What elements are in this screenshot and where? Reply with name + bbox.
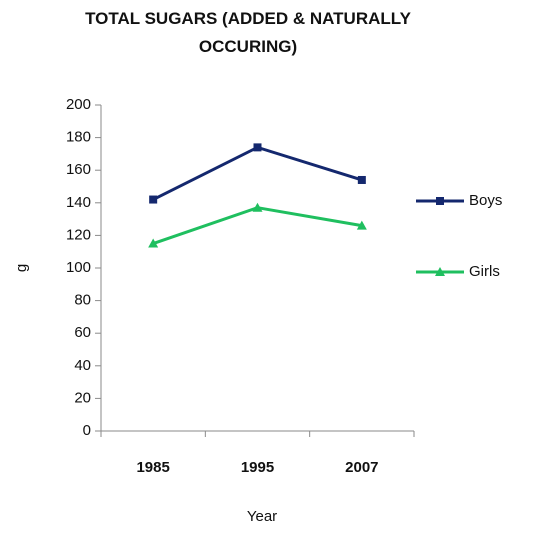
y-tick-label: 160 — [66, 161, 91, 178]
y-tick-label: 0 — [83, 422, 91, 439]
data-point-marker — [253, 143, 262, 152]
y-tick-label: 200 — [66, 96, 91, 113]
x-tick-label: 2007 — [345, 459, 378, 476]
data-point-marker — [148, 238, 159, 248]
data-point-marker — [436, 197, 444, 205]
series-line-girls — [152, 206, 363, 245]
y-tick-label: 100 — [66, 259, 91, 276]
legend-label-boys: Boys — [469, 192, 502, 209]
y-tick-label: 180 — [66, 129, 91, 146]
chart-title-line-2: OCCURING) — [199, 37, 297, 56]
data-point-marker — [435, 267, 445, 276]
y-tick-label: 120 — [66, 226, 91, 243]
series-line-boys — [152, 145, 363, 201]
data-point-marker — [356, 220, 367, 230]
data-point-marker — [252, 202, 263, 212]
legend: Boys Girls — [416, 192, 502, 280]
x-axis-title: Year — [247, 508, 277, 525]
y-tick-label: 80 — [74, 292, 91, 309]
data-point-marker — [357, 175, 366, 184]
chart-title-line-1: TOTAL SUGARS (ADDED & NATURALLY — [85, 9, 412, 28]
data-point-marker — [149, 195, 158, 204]
legend-label-girls: Girls — [469, 263, 500, 280]
y-axis: 0 20 40 60 80 100 120 140 160 180 200 — [66, 96, 102, 439]
series-lines — [148, 143, 367, 248]
y-tick-label: 20 — [74, 389, 91, 406]
x-tick-label: 1995 — [241, 459, 274, 476]
y-tick-label: 40 — [74, 357, 91, 374]
x-axis: 1985 1995 2007 — [100, 430, 415, 476]
y-axis-title: g — [13, 264, 30, 272]
y-tick-label: 140 — [66, 194, 91, 211]
x-tick-label: 1985 — [136, 459, 169, 476]
y-tick-label: 60 — [74, 324, 91, 341]
